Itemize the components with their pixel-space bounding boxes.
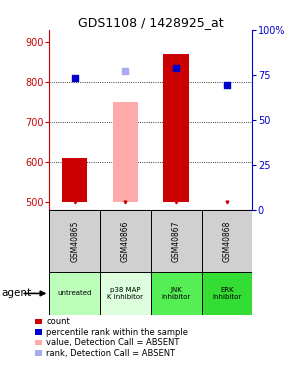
Text: value, Detection Call = ABSENT: value, Detection Call = ABSENT <box>46 338 180 347</box>
Bar <box>113 102 138 202</box>
Text: count: count <box>46 317 70 326</box>
Bar <box>49 210 100 272</box>
Bar <box>164 54 189 202</box>
Text: GSM40866: GSM40866 <box>121 220 130 262</box>
Point <box>224 82 229 88</box>
Bar <box>100 210 151 272</box>
Text: GSM40867: GSM40867 <box>172 220 181 262</box>
Title: GDS1108 / 1428925_at: GDS1108 / 1428925_at <box>78 16 224 29</box>
Bar <box>49 272 100 315</box>
Text: ERK
inhibitor: ERK inhibitor <box>212 287 242 300</box>
Text: p38 MAP
K inhibitor: p38 MAP K inhibitor <box>107 287 144 300</box>
Text: untreated: untreated <box>57 290 92 296</box>
Point <box>72 75 77 81</box>
Text: GSM40865: GSM40865 <box>70 220 79 262</box>
Text: rank, Detection Call = ABSENT: rank, Detection Call = ABSENT <box>46 349 175 358</box>
Text: percentile rank within the sample: percentile rank within the sample <box>46 328 188 337</box>
Point <box>174 65 179 71</box>
Bar <box>202 272 252 315</box>
Text: GSM40868: GSM40868 <box>222 220 231 262</box>
Bar <box>62 158 87 202</box>
Bar <box>151 210 202 272</box>
Bar <box>202 210 252 272</box>
Point <box>123 68 128 74</box>
Bar <box>100 272 151 315</box>
Bar <box>151 272 202 315</box>
Text: agent: agent <box>1 288 32 298</box>
Text: JNK
inhibitor: JNK inhibitor <box>162 287 191 300</box>
